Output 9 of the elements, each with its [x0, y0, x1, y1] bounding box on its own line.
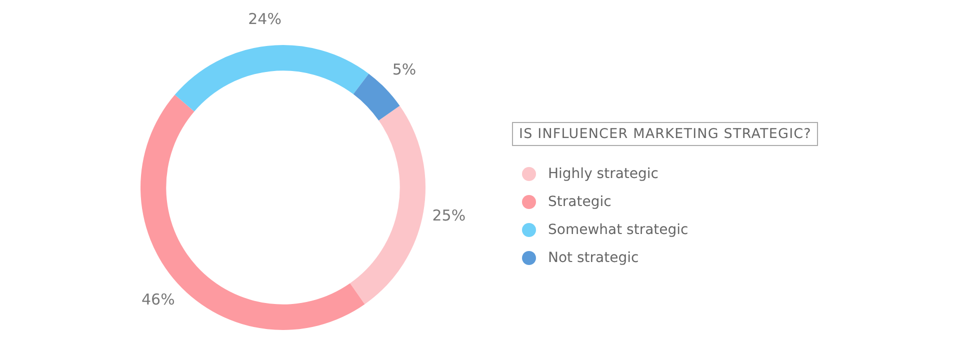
legend-label: Highly strategic [548, 166, 658, 182]
legend-label: Somewhat strategic [548, 222, 688, 238]
legend-label: Not strategic [548, 250, 639, 266]
data-label: 25% [432, 206, 466, 225]
data-label: 5% [392, 60, 416, 78]
data-label: 24% [248, 10, 282, 28]
legend-title: IS INFLUENCER MARKETING STRATEGIC? [512, 122, 818, 146]
data-label: 46% [142, 290, 175, 309]
legend-label: Strategic [548, 194, 612, 210]
